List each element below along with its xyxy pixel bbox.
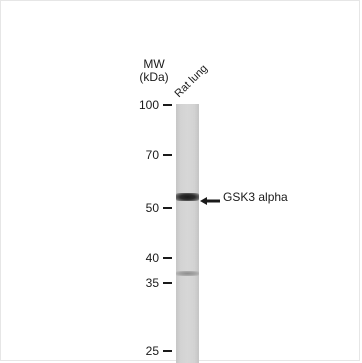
marker-tick	[163, 154, 172, 156]
band-gsk3-alpha	[176, 193, 199, 201]
mw-marker-100: 100	[128, 98, 172, 112]
mw-title-line1: MW	[143, 57, 165, 71]
mw-marker-35: 35	[128, 276, 172, 290]
mw-marker-50: 50	[128, 201, 172, 215]
mw-marker-25: 25	[128, 344, 172, 358]
marker-label: 40	[145, 251, 159, 265]
band-annotation: GSK3 alpha	[223, 190, 288, 204]
mw-marker-70: 70	[128, 148, 172, 162]
band-minor	[176, 271, 199, 276]
mw-axis-title: MW (kDa)	[132, 58, 176, 84]
marker-label: 100	[138, 98, 159, 112]
marker-tick	[163, 257, 172, 259]
marker-label: 50	[145, 201, 159, 215]
marker-tick	[163, 282, 172, 284]
mw-marker-40: 40	[128, 251, 172, 265]
blot-lane	[176, 104, 199, 363]
marker-label: 25	[145, 344, 159, 358]
marker-tick	[163, 104, 172, 106]
marker-tick	[163, 350, 172, 352]
marker-tick	[163, 207, 172, 209]
mw-title-line2: (kDa)	[139, 70, 169, 84]
marker-label: 70	[145, 148, 159, 162]
left-arrow-icon	[200, 197, 220, 205]
marker-label: 35	[145, 276, 159, 290]
